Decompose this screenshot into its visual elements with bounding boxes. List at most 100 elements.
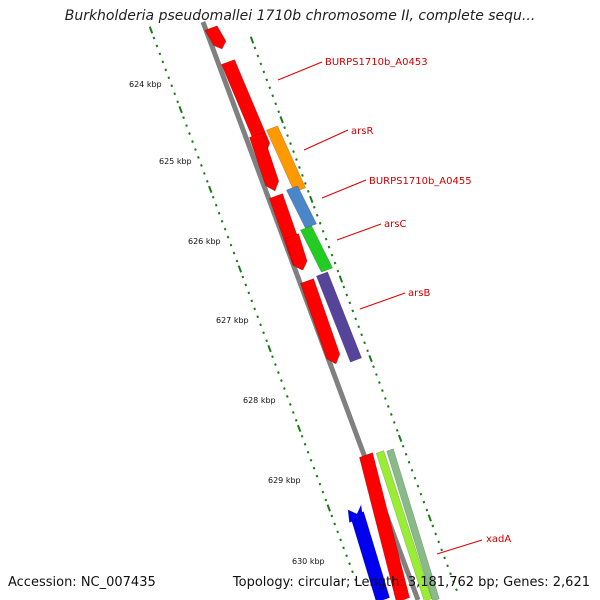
gene-features[interactable] <box>204 25 440 600</box>
minor-tick <box>419 492 423 496</box>
label-leaders <box>277 61 483 555</box>
gene-label-burps1710b-a0453[interactable]: BURPS1710b_A0453 <box>325 57 428 68</box>
minor-tick <box>256 54 260 58</box>
minor-tick <box>262 70 266 74</box>
major-tick <box>427 514 432 522</box>
minor-tick <box>286 134 289 137</box>
gene-arrow-forward[interactable] <box>347 503 363 523</box>
tick-label: 628 kbp <box>243 396 276 405</box>
minor-tick <box>188 132 191 135</box>
label-leader-line <box>359 292 406 310</box>
minor-tick <box>280 379 283 382</box>
minor-tick <box>244 283 248 287</box>
label-leader-line <box>436 539 483 555</box>
gene-arrow-xada[interactable] <box>375 450 433 600</box>
minor-tick <box>440 548 443 552</box>
minor-tick <box>229 243 233 247</box>
gene-arrow-forward[interactable] <box>359 452 410 600</box>
minor-tick <box>339 538 342 542</box>
gene-label-arsb[interactable]: arsB <box>408 288 430 299</box>
minor-tick <box>351 570 354 574</box>
minor-tick <box>378 381 381 384</box>
minor-tick <box>363 341 366 345</box>
minor-tick <box>185 124 188 127</box>
minor-tick <box>321 229 325 233</box>
minor-tick <box>288 403 292 406</box>
minor-tick <box>354 317 358 321</box>
minor-tick <box>214 203 218 207</box>
major-tick <box>267 345 272 353</box>
gene-arrow-arsb[interactable] <box>316 271 362 363</box>
minor-tick <box>217 211 221 215</box>
minor-tick <box>283 126 286 130</box>
minor-tick <box>395 428 399 432</box>
minor-tick <box>152 36 156 40</box>
gene-arrow-forward[interactable] <box>221 59 271 154</box>
minor-tick <box>262 331 265 335</box>
minor-tick <box>274 363 277 366</box>
major-tick <box>309 195 314 203</box>
gene-arrow-arsr[interactable] <box>265 125 307 193</box>
minor-tick <box>164 68 168 72</box>
gene-arrow-arsc[interactable] <box>299 225 334 273</box>
minor-tick <box>235 259 239 263</box>
minor-tick <box>336 269 340 273</box>
minor-tick <box>336 530 340 534</box>
gene-arrow-forward[interactable] <box>285 233 308 271</box>
major-tick <box>326 504 331 512</box>
minor-tick <box>345 293 349 297</box>
minor-tick <box>348 301 352 305</box>
gene-arrow-burps1710b-a0455[interactable] <box>285 185 318 229</box>
minor-tick <box>304 182 307 185</box>
minor-tick <box>330 514 334 518</box>
minor-tick <box>455 588 458 592</box>
minor-tick <box>446 564 449 568</box>
gene-label-arsc[interactable]: arsC <box>384 219 406 230</box>
minor-tick <box>315 213 319 217</box>
minor-tick <box>277 110 281 114</box>
gene-arrow-forward[interactable] <box>249 132 280 192</box>
minor-tick <box>274 102 278 106</box>
label-leader-line <box>321 179 367 199</box>
minor-tick <box>205 179 209 183</box>
minor-tick <box>372 365 375 369</box>
minor-tick <box>241 275 245 279</box>
minor-tick <box>167 76 171 80</box>
minor-tick <box>232 251 236 255</box>
minor-tick <box>283 387 286 390</box>
gene-label-arsr[interactable]: arsR <box>351 126 373 137</box>
minor-tick <box>324 237 328 241</box>
minor-tick <box>176 100 180 104</box>
minor-tick <box>407 460 411 464</box>
minor-tick <box>285 395 289 398</box>
minor-tick <box>351 309 355 313</box>
minor-tick <box>259 323 262 327</box>
gene-arrow-xada[interactable] <box>386 448 440 600</box>
gene-label-burps1710b-a0455[interactable]: BURPS1710b_A0455 <box>369 176 472 187</box>
minor-tick <box>271 355 274 359</box>
minor-tick <box>384 397 387 400</box>
minor-tick <box>321 490 325 494</box>
gene-label-xada[interactable]: xadA <box>486 534 511 545</box>
minor-tick <box>389 413 393 416</box>
minor-tick <box>256 315 260 319</box>
minor-tick <box>431 524 435 528</box>
minor-tick <box>292 150 295 153</box>
minor-tick <box>191 140 194 143</box>
tick-label: 625 kbp <box>159 157 192 166</box>
minor-tick <box>342 285 346 289</box>
minor-tick <box>250 299 254 303</box>
minor-tick <box>416 484 420 488</box>
minor-tick <box>253 46 257 50</box>
minor-tick <box>203 172 206 175</box>
minor-tick <box>312 205 316 209</box>
minor-tick <box>306 189 310 193</box>
minor-tick <box>443 556 446 560</box>
minor-tick <box>197 156 200 159</box>
gene-arrow-forward[interactable] <box>204 25 227 50</box>
minor-tick <box>422 500 426 504</box>
gene-arrow-forward[interactable] <box>300 278 341 365</box>
genome-summary: Topology: circular; Length: 3,181,762 bp… <box>232 575 590 590</box>
minor-tick <box>265 339 268 343</box>
